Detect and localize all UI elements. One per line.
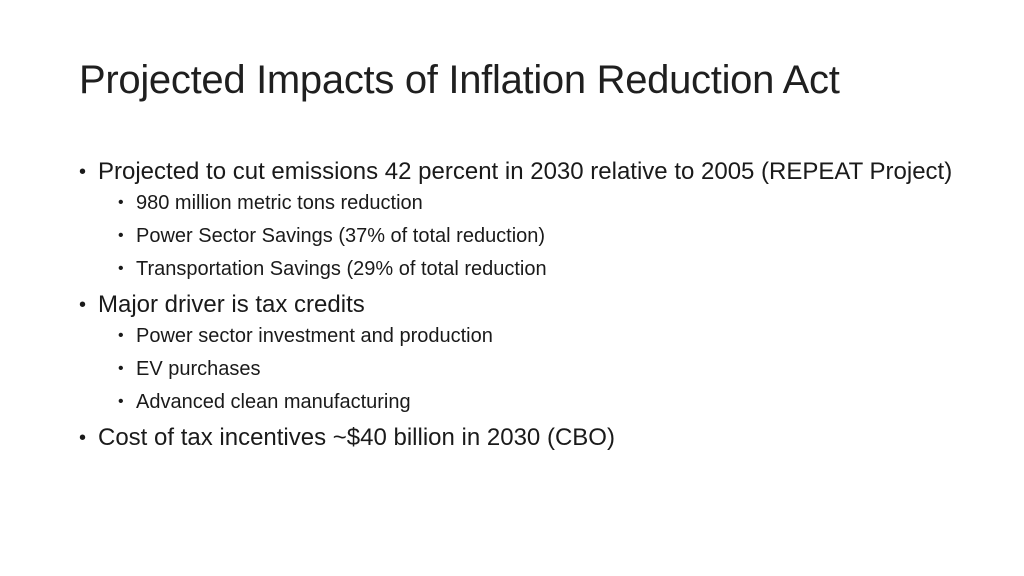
sub-bullet-item: • Transportation Savings (29% of total r… — [98, 256, 976, 282]
sub-bullet-text: Advanced clean manufacturing — [136, 391, 411, 413]
sub-bullet-text: Transportation Savings (29% of total red… — [136, 258, 547, 280]
sub-bullet-text: 980 million metric tons reduction — [136, 192, 423, 214]
sub-bullet-icon: • — [118, 260, 124, 277]
sub-bullet-list: • Power sector investment and production… — [98, 323, 976, 415]
sub-bullet-icon: • — [118, 227, 124, 244]
bullet-item-emissions: • Projected to cut emissions 42 percent … — [76, 156, 976, 282]
bullet-icon: • — [79, 427, 87, 449]
sub-bullet-icon: • — [118, 327, 124, 344]
sub-bullet-text: EV purchases — [136, 358, 261, 380]
bullet-list: • Projected to cut emissions 42 percent … — [76, 156, 976, 454]
sub-bullet-item: • Power sector investment and production — [98, 323, 976, 349]
sub-bullet-icon: • — [118, 393, 124, 410]
bullet-item-cost: • Cost of tax incentives ~$40 billion in… — [76, 422, 976, 454]
sub-bullet-item: • 980 million metric tons reduction — [98, 190, 976, 216]
bullet-text: Cost of tax incentives ~$40 billion in 2… — [98, 424, 615, 451]
bullet-icon: • — [79, 294, 87, 316]
bullet-icon: • — [79, 161, 87, 183]
sub-bullet-icon: • — [118, 360, 124, 377]
bullet-text: Major driver is tax credits — [98, 291, 365, 318]
sub-bullet-list: • 980 million metric tons reduction • Po… — [98, 190, 976, 282]
bullet-text: Projected to cut emissions 42 percent in… — [98, 158, 953, 185]
sub-bullet-icon: • — [118, 194, 124, 211]
sub-bullet-text: Power Sector Savings (37% of total reduc… — [136, 225, 546, 247]
sub-bullet-item: • Advanced clean manufacturing — [98, 389, 976, 415]
sub-bullet-item: • EV purchases — [98, 356, 976, 382]
slide-content: • Projected to cut emissions 42 percent … — [76, 156, 976, 460]
slide-title: Projected Impacts of Inflation Reduction… — [79, 58, 840, 102]
sub-bullet-item: • Power Sector Savings (37% of total red… — [98, 223, 976, 249]
bullet-item-tax-credits: • Major driver is tax credits • Power se… — [76, 289, 976, 415]
sub-bullet-text: Power sector investment and production — [136, 325, 493, 347]
